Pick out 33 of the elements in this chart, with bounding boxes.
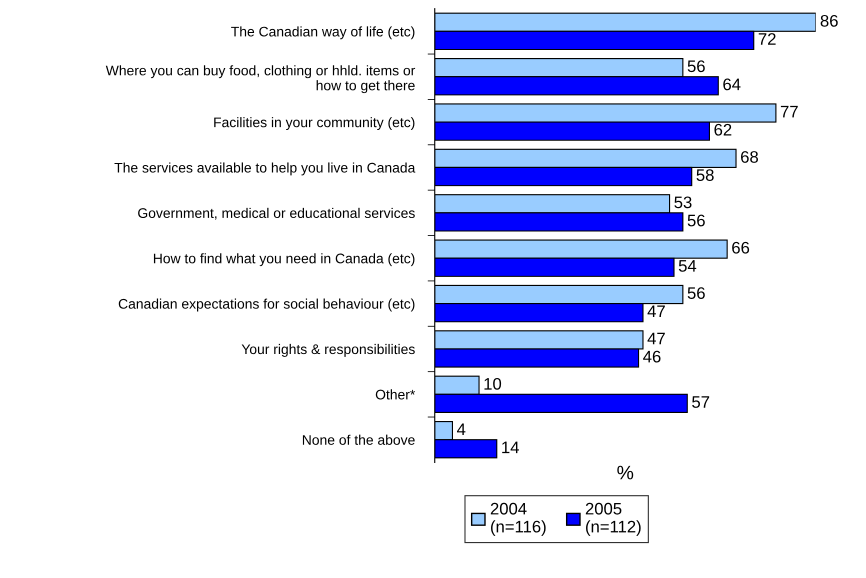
data-label: 86 bbox=[820, 14, 838, 27]
data-label: 56 bbox=[688, 287, 705, 299]
data-label: 46 bbox=[643, 350, 661, 363]
data-label: 10 bbox=[484, 378, 502, 390]
data-label: 68 bbox=[741, 151, 758, 163]
data-label: 14 bbox=[502, 442, 519, 454]
y-tick-label: The Canadian way of life (etc) bbox=[231, 26, 414, 40]
data-label: 62 bbox=[714, 124, 732, 136]
y-tick-label: Other* bbox=[376, 389, 416, 400]
data-label: 72 bbox=[758, 33, 776, 45]
data-label: 77 bbox=[780, 106, 798, 118]
y-tick-label: The services available to help you live in Canada bbox=[114, 162, 416, 176]
y-tick-label: How to find what you need in Canada (etc) bbox=[154, 253, 414, 266]
y-tick-label: Government, medical or educational services bbox=[138, 208, 415, 220]
data-label: 56 bbox=[688, 214, 705, 226]
data-label: 57 bbox=[692, 396, 710, 408]
data-label: 47 bbox=[648, 332, 665, 344]
y-tick-label: Where you can buy food, clothing or hhld. items or how to get there bbox=[106, 65, 416, 94]
y-tick-label: Your rights & responsibilities bbox=[242, 344, 415, 357]
legend-label: 2004 (n=116) bbox=[490, 502, 546, 536]
legend-label: 2005 (n=112) bbox=[586, 502, 641, 536]
x-axis-title: % bbox=[617, 466, 634, 480]
y-tick-label: None of the above bbox=[302, 434, 415, 445]
data-label: 4 bbox=[457, 423, 466, 435]
data-label: 47 bbox=[648, 306, 665, 317]
y-tick-label: Canadian expectations for social behaviour (etc) bbox=[118, 298, 414, 312]
data-label: 64 bbox=[723, 78, 741, 90]
data-label: 56 bbox=[688, 60, 705, 72]
data-label: 58 bbox=[696, 169, 714, 182]
data-label: 66 bbox=[732, 242, 750, 254]
data-label: 53 bbox=[674, 196, 692, 208]
y-tick-label: Facilities in your community (etc) bbox=[214, 117, 414, 130]
data-label: 54 bbox=[678, 260, 696, 272]
